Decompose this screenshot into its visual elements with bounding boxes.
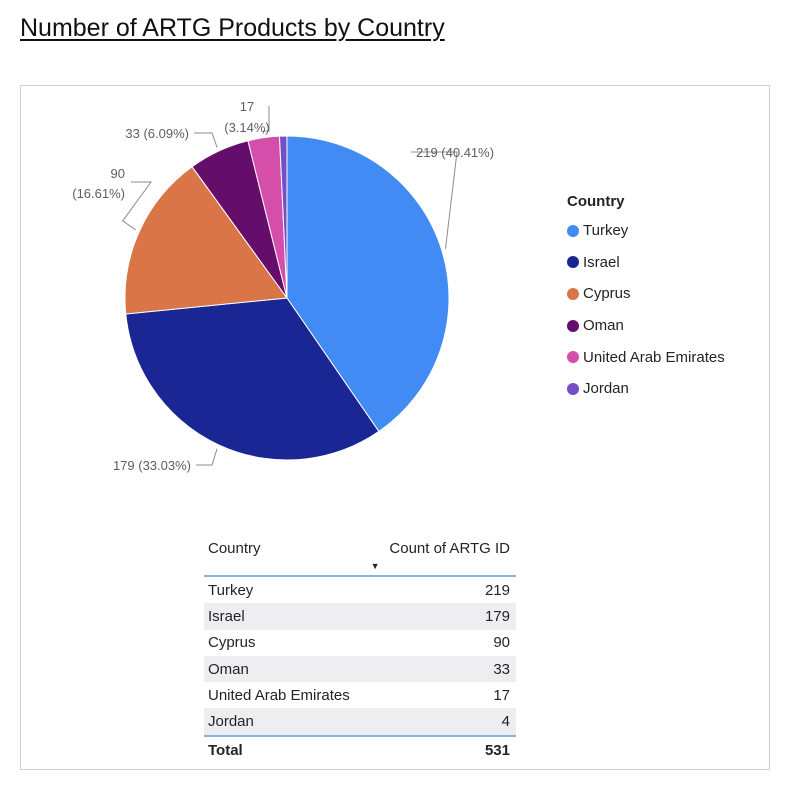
legend-title: Country	[567, 193, 625, 210]
legend-item-jordan[interactable]: Jordan	[567, 373, 725, 405]
legend-item-israel[interactable]: Israel	[567, 247, 725, 279]
cell-country: Cyprus	[208, 634, 256, 652]
data-label-united-arab-emirates: 17	[240, 99, 254, 114]
legend-item-cyprus[interactable]: Cyprus	[567, 278, 725, 310]
legend-label: United Arab Emirates	[583, 348, 725, 366]
total-label: Total	[204, 734, 371, 764]
cell-country: Turkey	[208, 581, 254, 599]
leader-line-israel	[196, 448, 218, 466]
cell-country: Oman	[204, 655, 371, 683]
data-label-turkey: 219 (40.41%)	[416, 145, 494, 160]
legend-marker-icon	[567, 319, 579, 332]
total-row: Total 531	[204, 734, 516, 764]
legend-marker-icon	[567, 224, 579, 237]
data-table: Country Count of ARTG ID ▼ Turkey 219 Isra…	[204, 536, 516, 764]
pie-slice-turkey[interactable]	[286, 135, 450, 433]
cell-count: 90	[493, 634, 510, 652]
pie-chart-visual: 219 (40.41%) 179 (33.03%) 90 (16.61%) 33 (6.…	[20, 85, 770, 770]
data-label-united-arab-emirates: (3.14%)	[224, 120, 270, 135]
legend-label: Oman	[583, 317, 624, 335]
pie-slice-israel[interactable]	[125, 297, 380, 461]
table-row[interactable]: Jordan 4	[204, 708, 516, 736]
table-row[interactable]: United Arab Emirates 17	[204, 682, 516, 708]
legend-label: Cyprus	[583, 285, 631, 303]
pie-slice-cyprus[interactable]	[124, 166, 288, 315]
cell-count: 219	[484, 581, 510, 599]
legend-marker-icon	[567, 351, 579, 364]
legend-label: Jordan	[583, 380, 629, 398]
legend-item-turkey[interactable]: Turkey	[567, 215, 725, 247]
legend-item-united-arab-emirates[interactable]: United Arab Emirates	[567, 341, 725, 373]
cell-count: 33	[370, 655, 516, 683]
cell-country: United Arab Emirates	[208, 686, 350, 704]
legend-marker-icon	[567, 287, 579, 300]
data-label-cyprus: (16.61%)	[72, 186, 125, 201]
cell-count: 4	[370, 708, 516, 736]
legend-label: Israel	[583, 253, 620, 271]
page-title: Number of ARTG Products by Country	[20, 14, 445, 42]
cell-country: Jordan	[204, 708, 371, 736]
data-label-oman: 33 (6.09%)	[125, 126, 189, 141]
cell-country: Israel	[204, 603, 371, 630]
cell-count: 179	[370, 603, 516, 630]
table-row[interactable]: Turkey 219	[204, 576, 516, 603]
cell-count: 17	[493, 686, 510, 704]
legend-marker-icon	[567, 382, 579, 395]
column-header-count[interactable]: Count of ARTG ID ▼	[370, 536, 516, 577]
legend-marker-icon	[567, 256, 579, 269]
table-row[interactable]: Cyprus 90	[204, 630, 516, 656]
pie-chart: 219 (40.41%) 179 (33.03%) 90 (16.61%) 33 (6.…	[72, 99, 494, 473]
legend: Country Turkey Israel Cyprus Oman United Ara…	[567, 193, 725, 405]
column-header-country[interactable]: Country	[204, 536, 371, 577]
legend-label: Turkey	[583, 222, 629, 240]
pie-slice-jordan[interactable]	[278, 135, 288, 299]
table-row[interactable]: Israel 179	[204, 603, 516, 630]
table-row[interactable]: Oman 33	[204, 655, 516, 683]
total-value: 531	[370, 734, 516, 764]
leader-line-turkey	[411, 151, 458, 249]
leader-line-united-arab-emirates	[262, 106, 270, 134]
leader-line-cyprus	[121, 181, 152, 231]
legend-item-oman[interactable]: Oman	[567, 310, 725, 342]
data-label-israel: 179 (33.03%)	[113, 458, 191, 473]
sort-descending-icon[interactable]: ▼	[370, 561, 380, 571]
data-label-cyprus: 90	[111, 166, 125, 181]
leader-line-oman	[194, 132, 218, 148]
